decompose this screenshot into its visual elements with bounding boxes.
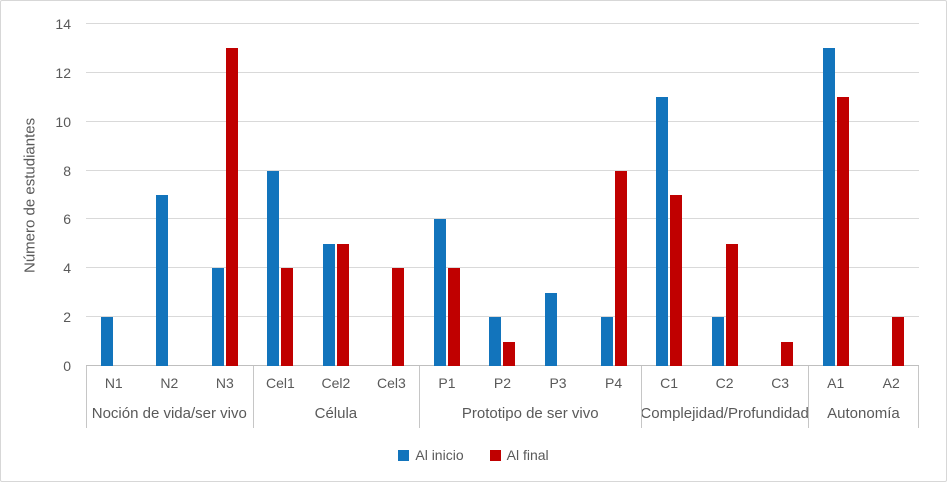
category-label-c2: C2 — [715, 374, 734, 391]
bar-al-inicio-n3 — [211, 268, 224, 366]
plot-area — [86, 23, 919, 366]
bar-al-final-cel2 — [336, 243, 349, 366]
gridline-4 — [86, 267, 919, 269]
group-label: Prototipo de ser vivo — [461, 405, 599, 422]
category-slot-P3 — [530, 24, 586, 366]
legend: Al inicio Al final — [1, 442, 946, 468]
category-slot-N3 — [197, 24, 253, 366]
gridline-8 — [86, 169, 919, 171]
bar-al-inicio-cel1 — [267, 170, 280, 366]
category-label-p3: P3 — [549, 374, 567, 391]
gridline-6 — [86, 218, 919, 220]
group-label: Autonomía — [827, 405, 900, 422]
category-label-cel2: Cel2 — [321, 374, 351, 391]
category-label-n3: N3 — [215, 374, 234, 391]
category-slot-Cel2 — [308, 24, 364, 366]
category-slot-N2 — [142, 24, 198, 366]
y-tick-label-10: 10 — [55, 113, 71, 130]
category-label-row: N1 N2 N3 Cel1 Cel2 Cel3 P1 P2 P3 P4 C1 C2 C3 A1 A2 — [86, 366, 919, 399]
bar-al-final-p1 — [447, 268, 460, 366]
group-separator — [807, 366, 809, 428]
gridline-14 — [86, 23, 919, 24]
y-tick-label-0: 0 — [63, 358, 71, 374]
y-tick-label-4: 4 — [63, 260, 71, 277]
category-slot-Cel3 — [364, 24, 420, 366]
group-separator — [252, 366, 254, 428]
category-label-p1: P1 — [438, 374, 456, 391]
group-separator — [641, 366, 643, 428]
y-tick-label-6: 6 — [63, 211, 71, 228]
y-axis-tick-labels: 0 2 4 6 8 10 12 14 — [41, 16, 71, 374]
gridline-12 — [86, 71, 919, 73]
y-tick-label-2: 2 — [63, 309, 71, 326]
bar-al-final-a1 — [836, 97, 849, 366]
y-tick-label-14: 14 — [55, 16, 71, 32]
category-label-c3: C3 — [771, 374, 790, 391]
category-slot-P1 — [419, 24, 475, 366]
category-label-cel1: Cel1 — [265, 374, 295, 391]
x-axis-label-area: N1 N2 N3 Cel1 Cel2 Cel3 P1 P2 P3 P4 C1 C2 C3 A1 A2 Noci… — [86, 366, 919, 428]
bar-al-final-p2 — [503, 341, 516, 366]
legend-item-al-inicio: Al inicio — [398, 447, 464, 463]
bar-al-final-c3 — [781, 341, 794, 366]
bar-al-inicio-p3 — [545, 292, 558, 366]
bar-al-inicio-cel2 — [322, 243, 335, 366]
bar-al-inicio-c2 — [711, 317, 724, 366]
bar-al-inicio-p1 — [433, 219, 446, 366]
category-slot-P4 — [586, 24, 642, 366]
y-tick-label-12: 12 — [55, 64, 71, 81]
category-label-c1: C1 — [660, 374, 679, 391]
bar-al-inicio-c1 — [656, 97, 669, 366]
category-slot-Cel1 — [253, 24, 309, 366]
bar-al-inicio-a1 — [822, 48, 835, 366]
category-slot-C2 — [697, 24, 753, 366]
bar-al-final-c2 — [725, 243, 738, 366]
legend-label: Al inicio — [415, 447, 464, 463]
category-label-a1: A1 — [827, 374, 845, 391]
y-axis-title: Número de estudiantes — [21, 117, 39, 273]
bar-al-inicio-n1 — [100, 317, 113, 366]
bar-al-final-c1 — [670, 195, 683, 366]
x-axis-line — [86, 365, 919, 366]
category-label-n2: N2 — [160, 374, 179, 391]
category-label-n1: N1 — [104, 374, 123, 391]
group-label: Célula — [314, 405, 358, 422]
bar-al-final-cel3 — [392, 268, 405, 366]
bar-slots — [86, 24, 919, 366]
gridline-10 — [86, 120, 919, 122]
category-label-a2: A2 — [882, 374, 900, 391]
group-separator — [918, 366, 919, 428]
category-slot-N1 — [86, 24, 142, 366]
category-label-p2: P2 — [493, 374, 512, 391]
category-slot-C3 — [752, 24, 808, 366]
bar-al-inicio-p2 — [489, 317, 502, 366]
category-slot-A2 — [863, 24, 919, 366]
legend-item-al-final: Al final — [489, 447, 549, 463]
category-slot-C1 — [641, 24, 697, 366]
group-label-row: Noción de vida/ser vivo Célula Prototipo d… — [86, 399, 919, 428]
group-label: Complejidad/Profundidad — [641, 405, 808, 422]
legend-swatch — [398, 449, 410, 461]
category-label-p4: P4 — [604, 374, 623, 391]
legend-swatch — [489, 449, 501, 461]
bar-al-final-n3 — [225, 48, 238, 366]
category-slot-P2 — [475, 24, 531, 366]
category-slot-A1 — [808, 24, 864, 366]
bar-al-final-p4 — [614, 170, 627, 366]
bar-al-inicio-n2 — [156, 195, 169, 366]
y-tick-label-8: 8 — [63, 162, 71, 179]
category-label-cel3: Cel3 — [377, 374, 406, 391]
legend-label: Al final — [506, 447, 549, 463]
bar-al-final-a2 — [892, 317, 905, 366]
gridline-2 — [86, 316, 919, 318]
bar-al-inicio-p4 — [600, 317, 613, 366]
group-separator — [86, 366, 87, 428]
group-label: Noción de vida/ser vivo — [91, 405, 247, 422]
bar-al-final-cel1 — [281, 268, 294, 366]
group-separator — [419, 366, 421, 428]
